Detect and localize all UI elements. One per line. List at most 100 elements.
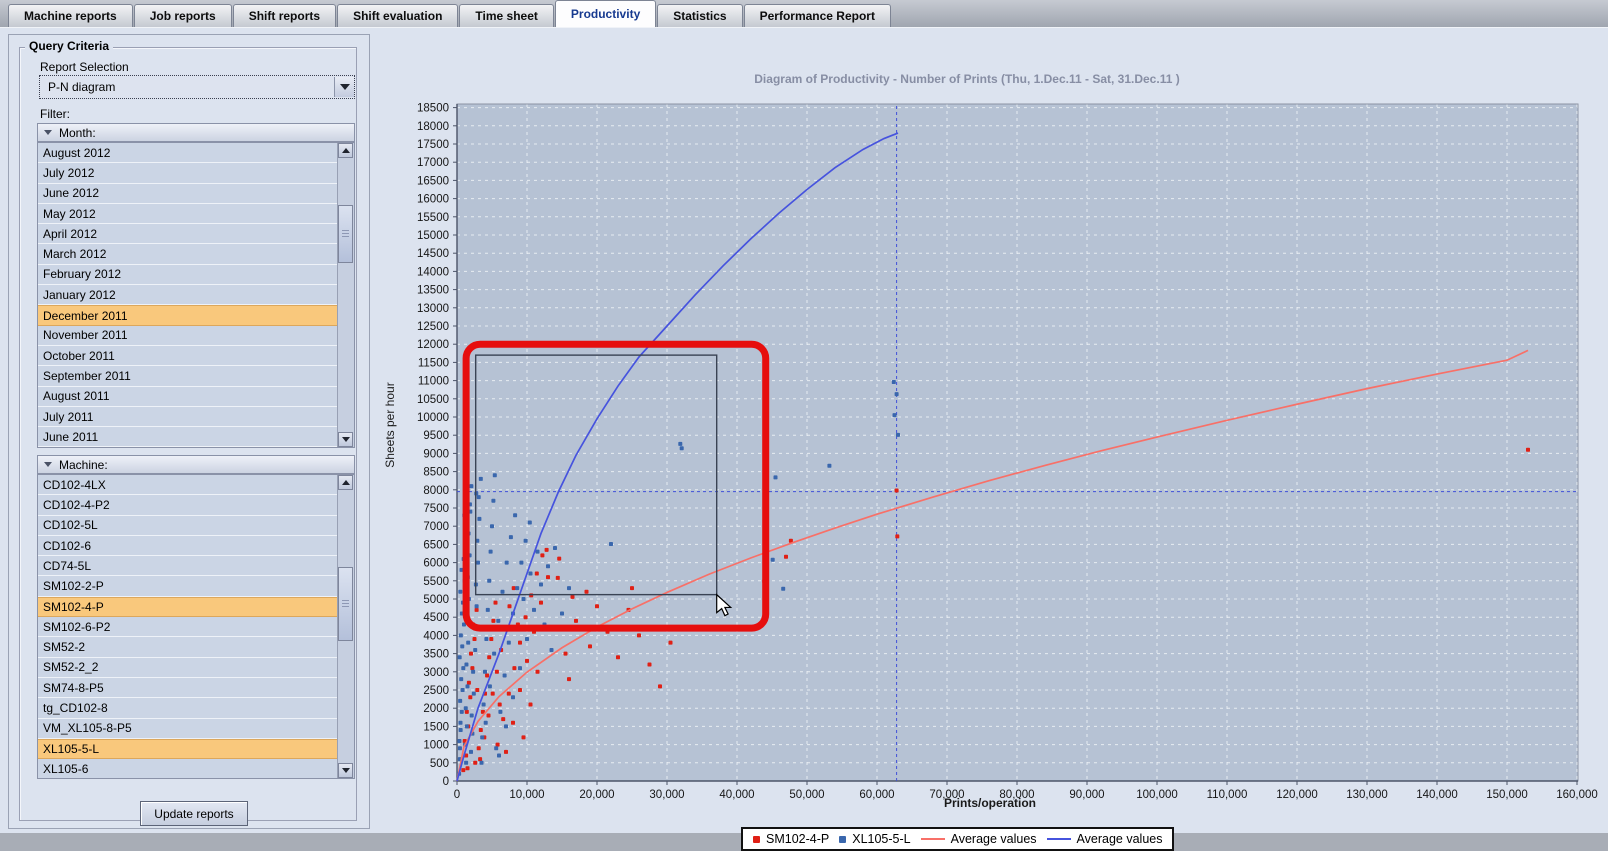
month-item-april-2012[interactable]: April 2012 [38,224,338,245]
data-point-XL105-5-L [476,560,480,565]
machine-item-sm52-2-2[interactable]: SM52-2_2 [38,657,338,678]
tab-statistics[interactable]: Statistics [657,4,743,27]
scroll-down-button[interactable] [338,432,353,447]
data-point-XL105-5-L [458,720,463,725]
machine-item-xl105-5-l[interactable]: XL105-5-L [38,738,338,760]
machine-item-cd102-6[interactable]: CD102-6 [38,535,338,557]
x-tick-label: 150,000 [1486,789,1528,801]
report-selection-combobox[interactable]: P-N diagram [39,75,355,99]
machine-item-sm102-4-p[interactable]: SM102-4-P [38,596,338,618]
machine-item-sm52-2[interactable]: SM52-2 [38,637,338,658]
month-item-december-2011[interactable]: December 2011 [38,305,338,326]
machine-item-sm102-2-p[interactable]: SM102-2-P [38,576,338,597]
data-point-XL105-5-L [480,735,485,740]
machine-item-cd102-4-p2[interactable]: CD102-4-P2 [38,495,338,516]
legend-point-marker [753,835,760,843]
machine-scrollbar-thumb[interactable] [338,567,353,641]
tab-time-sheet[interactable]: Time sheet [459,4,554,27]
tab-shift-evaluation[interactable]: Shift evaluation [337,4,459,27]
tab-job-reports[interactable]: Job reports [133,4,232,27]
data-point-SM102-4-P [788,538,793,543]
month-item-january-2012[interactable]: January 2012 [38,285,338,306]
machine-item-cd102-4lx[interactable]: CD102-4LX [38,475,338,496]
month-scrollbar-thumb[interactable] [338,205,353,263]
data-point-SM102-4-P [574,618,578,623]
machine-item-xl105-6[interactable]: XL105-6 [38,759,338,778]
data-point-XL105-5-L [463,706,468,711]
machine-scrollbar[interactable] [337,475,354,778]
data-point-SM102-4-P [491,618,496,623]
data-point-XL105-5-L [781,586,786,591]
machine-item-cd74-5l[interactable]: CD74-5L [38,556,338,577]
scroll-up-button[interactable] [338,475,353,490]
scroll-down-button[interactable] [338,763,353,778]
month-scrollbar[interactable] [337,143,354,447]
machine-item-tg-cd102-8[interactable]: tg_CD102-8 [38,698,338,719]
dropdown-button[interactable] [334,77,354,97]
data-point-XL105-5-L [896,432,900,437]
data-point-XL105-5-L [469,713,474,718]
y-tick-label: 1000 [423,740,449,752]
month-item-august-2011[interactable]: August 2011 [38,386,338,407]
y-tick-label: 1500 [423,721,449,733]
data-point-SM102-4-P [478,728,483,733]
tab-machine-reports[interactable]: Machine reports [8,4,133,27]
data-point-XL105-5-L [553,546,557,551]
tab-productivity[interactable]: Productivity [554,0,657,27]
month-item-may-2012[interactable]: May 2012 [38,203,338,225]
legend-label: SM102-4-P [766,832,830,846]
data-point-XL105-5-L [539,582,543,587]
data-point-XL105-5-L [485,607,490,612]
data-point-XL105-5-L [488,549,493,554]
data-point-XL105-5-L [462,622,466,627]
data-point-XL105-5-L [894,392,899,397]
legend-line-marker [1046,838,1071,840]
legend-item: Average values [920,832,1037,846]
y-tick-label: 7500 [423,503,449,515]
month-item-july-2012[interactable]: July 2012 [38,163,338,184]
machine-item-sm74-8-p5[interactable]: SM74-8-P5 [38,677,338,699]
month-item-october-2011[interactable]: October 2011 [38,345,338,367]
month-list: August 2012 July 2012 June 2012 May 2012 Apr… [37,142,355,448]
zoom-selection-rectangle[interactable] [474,354,718,596]
month-item-march-2012[interactable]: March 2012 [38,244,338,265]
data-point-SM102-4-P [486,713,491,718]
y-tick-label: 8000 [423,485,449,497]
y-tick-label: 11500 [418,357,449,369]
month-item-july-2011[interactable]: July 2011 [38,406,338,428]
productivity-scatter-plot[interactable]: 0 500 1000 1500 2000 2500 3000 3500 4000 4500 5000… [372,61,1608,827]
tab-performance-report[interactable]: Performance Report [743,4,891,27]
data-point-XL105-5-L [487,684,492,689]
month-filter-header[interactable]: Month: [37,123,355,142]
data-point-XL105-5-L [498,709,503,714]
y-tick-label: 3000 [423,667,449,679]
x-tick-label: 10,000 [509,789,544,801]
machine-item-vm-xl105-8-p5[interactable]: VM_XL105-8-P5 [38,718,338,739]
thumb-grip [342,600,349,608]
scroll-up-button[interactable] [338,143,353,158]
month-item-june-2011[interactable]: June 2011 [38,427,338,447]
data-point-XL105-5-L [457,746,462,751]
x-tick-label: 60,000 [859,789,894,801]
data-point-XL105-5-L [827,463,832,468]
month-item-august-2012[interactable]: August 2012 [38,143,338,164]
machine-item-sm102-6-p2[interactable]: SM102-6-P2 [38,617,338,638]
month-item-june-2012[interactable]: June 2012 [38,183,338,204]
chart-legend: SM102-4-P XL105-5-L Average values Average … [741,827,1175,851]
tab-shift-reports[interactable]: Shift reports [232,4,337,27]
month-item-november-2011[interactable]: November 2011 [38,325,338,346]
data-point-XL105-5-L [567,586,571,591]
y-tick-label: 18000 [417,121,449,133]
y-tick-label: 0 [443,776,449,788]
machine-item-cd102-5l[interactable]: CD102-5L [38,515,338,536]
data-point-XL105-5-L [891,380,896,385]
data-point-XL105-5-L [461,666,466,671]
data-point-SM102-4-P [518,688,522,692]
month-item-september-2011[interactable]: September 2011 [38,366,338,387]
update-reports-button[interactable]: Update reports [140,801,248,826]
thumb-grip [342,230,349,238]
month-item-february-2012[interactable]: February 2012 [38,264,338,286]
data-point-XL105-5-L [481,702,486,707]
collapse-arrow-icon [44,130,52,135]
machine-filter-header[interactable]: Machine: [37,455,355,474]
